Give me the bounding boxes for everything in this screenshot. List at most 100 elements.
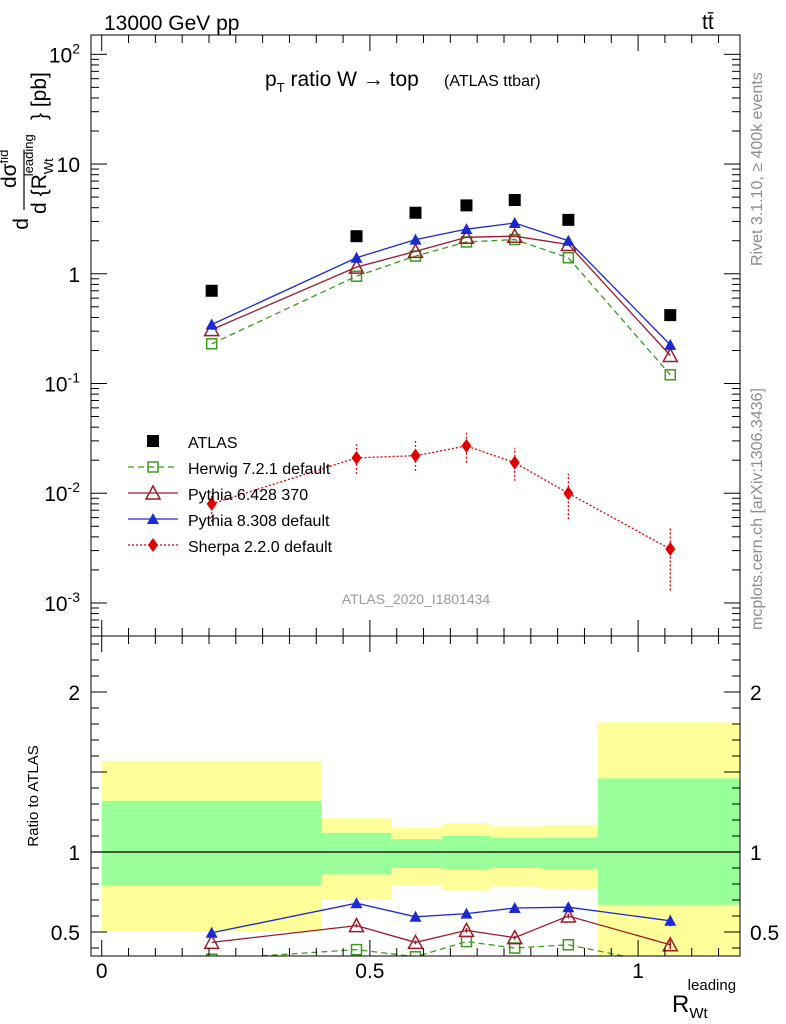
data-point: [407, 933, 424, 950]
y-tick-label: 10-1: [44, 370, 80, 397]
data-point: [562, 251, 575, 264]
data-point: [458, 921, 475, 938]
legend-item: ATLAS: [147, 435, 238, 452]
ratio-y-tick-label-right: 2: [750, 682, 762, 705]
y-tick-label: 10-2: [44, 479, 80, 506]
lower-frame: [90, 635, 741, 957]
data-point: [664, 914, 677, 926]
ratio-y-tick-label-right: 1: [750, 842, 762, 865]
legend-item: Herwig 7.2.1 default: [128, 461, 331, 478]
data-point: [147, 513, 159, 524]
data-point: [409, 910, 422, 922]
source-label: mcplots.cern.ch [arXiv:1306.3436]: [749, 388, 766, 630]
uncertainty-bands: [91, 722, 740, 956]
data-point: [508, 902, 521, 913]
ratio-series-pythia-8-308-default: [205, 897, 677, 938]
data-point: [665, 542, 676, 557]
series-pythia-8-308-default: [205, 217, 677, 350]
data-point: [458, 228, 475, 245]
data-point: [348, 917, 365, 933]
x-tick-label: 1: [632, 960, 644, 983]
y-tick-label: 10-3: [44, 589, 80, 616]
data-point: [205, 953, 218, 956]
legend-label: Sherpa 2.2.0 default: [188, 539, 333, 556]
data-point: [206, 496, 217, 511]
x-axis-label: RWtleading: [672, 977, 736, 1022]
ratio-y-tick-label: 2: [68, 682, 80, 705]
data-point: [560, 907, 577, 923]
data-point: [506, 929, 523, 945]
green-band: [101, 800, 322, 886]
data-point: [205, 338, 218, 350]
data-point: [350, 943, 363, 956]
data-point: [461, 438, 472, 453]
data-point: [407, 242, 424, 259]
series-line: [211, 222, 671, 346]
upper-panel: pT ratio W → top (ATLAS ttbar) ATLAS_202…: [0, 34, 741, 637]
ylabel-d1: d: [10, 218, 33, 230]
data-point: [562, 939, 575, 951]
y-tick-label: 1: [68, 264, 80, 287]
data-point: [205, 318, 218, 330]
green-band: [442, 836, 491, 870]
data-point: [410, 448, 421, 463]
ratio-y-tick-label: 1: [68, 842, 80, 865]
green-band: [541, 837, 598, 870]
data-point: [664, 338, 677, 350]
data-point: [147, 435, 159, 447]
ratio-line: [250, 940, 627, 956]
upper-series: [203, 194, 679, 591]
data-point: [665, 961, 675, 971]
ratio-series-pythia-6-428-370: [203, 907, 679, 952]
upper-axes: 10-3 10-2 10-1 1 10 102: [44, 34, 741, 637]
data-point: [350, 251, 363, 263]
lower-panel: 0.5 0.5 1 1 2 2 0 0.5 1 Ratio to ATLAS RWtleadin…: [25, 635, 779, 1022]
series-herwig-7-2-1-default: [205, 233, 677, 381]
y-tick-label: 10: [57, 154, 80, 177]
data-point: [409, 951, 422, 956]
rivet-version-label: Rivet 3.1.10, ≥ 400k events: [749, 72, 766, 266]
data-point: [205, 284, 218, 297]
data-point: [460, 907, 473, 919]
lower-y-axis-label: Ratio to ATLAS: [25, 745, 42, 846]
data-point: [351, 450, 362, 465]
data-point: [205, 926, 218, 938]
lower-axes: 0.5 0.5 1 1 2 2 0 0.5 1: [51, 635, 779, 983]
series-sherpa-2-2-0-default: [206, 430, 676, 591]
data-point: [460, 199, 473, 212]
green-band: [490, 837, 542, 868]
data-point: [508, 194, 521, 207]
chart-subtitle: (ATLAS ttbar): [444, 73, 541, 90]
green-band: [597, 778, 740, 905]
legend-item: Sherpa 2.2.0 default: [128, 538, 333, 556]
legend-label: Pythia 8.308 default: [188, 513, 330, 530]
title-rest: ratio W → top: [285, 68, 419, 91]
legend-item: Pythia 8.308 default: [128, 513, 330, 530]
data-point: [348, 258, 365, 274]
legend-label: ATLAS: [188, 435, 238, 452]
data-point: [662, 936, 679, 952]
series-atlas: [205, 194, 677, 322]
data-point: [562, 234, 575, 246]
green-band: [321, 832, 392, 875]
data-point: [508, 217, 521, 229]
data-point: [664, 309, 677, 322]
data-point: [147, 461, 159, 473]
ylabel-unit: } [pb]: [28, 72, 51, 120]
x-tick-label: 0: [96, 960, 108, 983]
title-sub: T: [277, 80, 285, 95]
header-left-label: 13000 GeV pp: [104, 12, 239, 35]
data-point: [662, 346, 679, 363]
svg-text:pT ratio W → top: pT ratio W → top: [265, 68, 419, 95]
data-point: [203, 933, 220, 950]
data-point: [664, 369, 677, 381]
data-point: [509, 455, 520, 470]
ratio-y-tick-label-right: 0.5: [750, 922, 779, 945]
data-point: [350, 270, 363, 282]
data-point: [562, 213, 575, 226]
legend-label: Pythia 6.428 370: [188, 487, 308, 504]
ylabel-den: d{RWtleading: [21, 134, 56, 214]
data-point: [506, 227, 523, 243]
data-point: [562, 901, 575, 913]
